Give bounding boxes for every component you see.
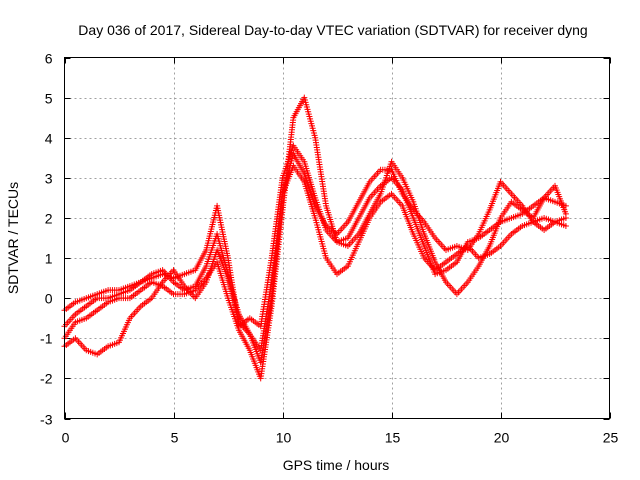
y-tick-label: -3 [40,412,53,428]
axis-ticks [64,57,611,420]
grid-lines [64,57,610,419]
y-tick-label: 6 [45,51,53,67]
x-axis-label: GPS time / hours [283,457,390,473]
x-tick-label: 5 [171,430,179,446]
y-tick-label: 1 [45,251,53,267]
data-point-marker [562,222,569,229]
y-tick-label: 4 [45,131,53,147]
series-track-3 [61,94,569,382]
x-tick-labels: 0 5 10 15 20 25 [62,430,619,446]
y-tick-label: 2 [45,211,53,227]
plot-frame [64,57,610,419]
y-axis-label: SDTVAR / TECUs [5,182,21,294]
y-tick-label: -1 [40,331,53,347]
x-tick-label: 0 [62,430,70,446]
y-tick-labels: -3 -2 -1 0 1 2 3 4 5 6 [40,51,53,428]
x-tick-label: 15 [385,430,401,446]
y-tick-label: 3 [45,171,53,187]
y-tick-label: 5 [45,91,53,107]
y-tick-label: -2 [40,371,53,387]
data-point-marker [562,214,569,221]
data-points [61,94,569,382]
chart-title: Day 036 of 2017, Sidereal Day-to-day VTE… [78,22,587,38]
y-tick-label: 0 [45,291,53,307]
x-tick-label: 10 [276,430,292,446]
x-tick-label: 20 [494,430,510,446]
x-tick-label: 25 [603,430,619,446]
series-track-4 [61,150,569,366]
